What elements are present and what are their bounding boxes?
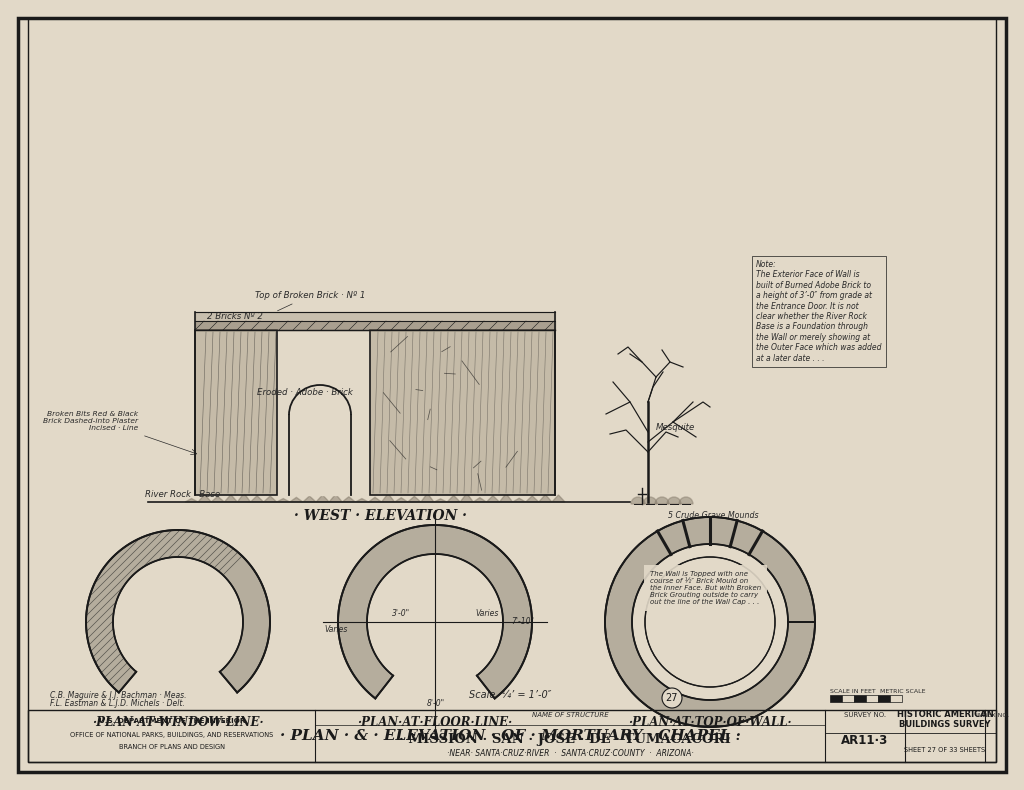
- Bar: [370, 330, 555, 495]
- Polygon shape: [290, 498, 303, 502]
- Polygon shape: [434, 498, 447, 502]
- Polygon shape: [238, 493, 251, 502]
- Polygon shape: [276, 498, 290, 502]
- Polygon shape: [195, 321, 555, 330]
- Wedge shape: [655, 497, 669, 504]
- Text: ·PLAN·AT·FLOOR·LINE·: ·PLAN·AT·FLOOR·LINE·: [357, 716, 513, 729]
- Text: BRANCH OF PLANS AND DESIGN: BRANCH OF PLANS AND DESIGN: [119, 744, 225, 750]
- Polygon shape: [421, 494, 434, 502]
- Polygon shape: [460, 493, 473, 502]
- Text: ·NEAR· SANTA·CRUZ·RIVER  ·  SANTA·CRUZ·COUNTY  ·  ARIZONA·: ·NEAR· SANTA·CRUZ·RIVER · SANTA·CRUZ·COU…: [446, 748, 693, 758]
- Polygon shape: [211, 496, 224, 502]
- Text: The Wall is Topped with one
course of ½″ Brick Mould on
the Inner Face. But with: The Wall is Topped with one course of ½″…: [650, 570, 761, 605]
- Polygon shape: [525, 496, 539, 502]
- Text: · WEST · ELEVATION ·: · WEST · ELEVATION ·: [294, 509, 467, 523]
- Polygon shape: [224, 495, 238, 502]
- Polygon shape: [500, 494, 513, 502]
- Polygon shape: [552, 495, 565, 502]
- Text: 3'-0": 3'-0": [392, 609, 410, 618]
- Text: 5 Crude Grave Mounds: 5 Crude Grave Mounds: [668, 511, 759, 520]
- Polygon shape: [355, 498, 369, 502]
- Text: · MISSION · SAN · JOSE · DE · TUMACACORI ·: · MISSION · SAN · JOSE · DE · TUMACACORI…: [399, 732, 740, 746]
- Text: · PLAN · & · ELEVATION · OF · MORTUARY · CHAPEL ·: · PLAN · & · ELEVATION · OF · MORTUARY ·…: [280, 729, 740, 743]
- Polygon shape: [195, 312, 555, 321]
- Text: AR11·3: AR11·3: [842, 734, 889, 747]
- Polygon shape: [447, 495, 460, 502]
- Text: ·PLAN·AT·TOP·OF·WALL·: ·PLAN·AT·TOP·OF·WALL·: [628, 716, 792, 729]
- Polygon shape: [263, 496, 276, 502]
- Wedge shape: [643, 497, 657, 504]
- Polygon shape: [539, 495, 552, 502]
- Wedge shape: [679, 497, 693, 504]
- Text: BUILDINGS SURVEY: BUILDINGS SURVEY: [899, 720, 991, 729]
- Polygon shape: [473, 498, 486, 502]
- Text: F.L. Eastman & L.J.D. Michels · Delt.: F.L. Eastman & L.J.D. Michels · Delt.: [50, 699, 184, 708]
- Polygon shape: [338, 525, 532, 698]
- Text: NAME OF STRUCTURE: NAME OF STRUCTURE: [531, 712, 608, 718]
- Text: INDEX NO.: INDEX NO.: [977, 713, 1010, 718]
- Text: 2 Bricks Nº 2: 2 Bricks Nº 2: [207, 312, 263, 321]
- Text: Broken Bits Red & Black
Brick Dashed-into Plaster
Incised · Line: Broken Bits Red & Black Brick Dashed-int…: [43, 411, 138, 431]
- Polygon shape: [605, 517, 815, 727]
- Bar: [842, 695, 854, 702]
- Polygon shape: [303, 496, 316, 502]
- Polygon shape: [198, 495, 211, 502]
- Polygon shape: [486, 495, 500, 502]
- Bar: [854, 695, 866, 702]
- Text: River Rock · Base: River Rock · Base: [145, 490, 220, 499]
- Polygon shape: [408, 496, 421, 502]
- Text: Varies: Varies: [475, 609, 499, 618]
- Text: SCALE IN FEET: SCALE IN FEET: [830, 689, 876, 694]
- Bar: [28, 710, 996, 762]
- Circle shape: [645, 557, 775, 687]
- Text: Note:
The Exterior Face of Wall is
built of Burned Adobe Brick to
a height of 3’: Note: The Exterior Face of Wall is built…: [756, 260, 882, 363]
- Polygon shape: [369, 497, 382, 502]
- Polygon shape: [342, 497, 355, 502]
- Text: 7'-10": 7'-10": [511, 617, 534, 626]
- Bar: [830, 695, 842, 702]
- Text: Eroded · Adobe · Brick: Eroded · Adobe · Brick: [257, 388, 353, 397]
- Text: HISTORIC AMERICAN: HISTORIC AMERICAN: [897, 710, 993, 719]
- Text: SURVEY NO.: SURVEY NO.: [844, 712, 886, 718]
- Text: OFFICE OF NATIONAL PARKS, BUILDINGS, AND RESERVATIONS: OFFICE OF NATIONAL PARKS, BUILDINGS, AND…: [71, 732, 273, 738]
- Polygon shape: [185, 498, 198, 502]
- Bar: [866, 695, 878, 702]
- Circle shape: [662, 688, 682, 708]
- Text: 27: 27: [666, 693, 678, 703]
- Bar: [195, 330, 278, 495]
- Text: METRIC SCALE: METRIC SCALE: [880, 689, 926, 694]
- Polygon shape: [382, 494, 394, 502]
- Text: Top of Broken Brick · Nº 1: Top of Broken Brick · Nº 1: [255, 291, 366, 310]
- Polygon shape: [394, 498, 408, 502]
- Text: SHEET 27 OF 33 SHEETS: SHEET 27 OF 33 SHEETS: [904, 747, 985, 753]
- Polygon shape: [251, 496, 263, 502]
- Bar: [890, 695, 902, 702]
- Text: 8'-0": 8'-0": [427, 699, 445, 708]
- Wedge shape: [631, 497, 645, 504]
- Text: C.B. Maguire & J.J. Bachman · Meas.: C.B. Maguire & J.J. Bachman · Meas.: [50, 691, 186, 700]
- Polygon shape: [316, 495, 329, 502]
- Text: Mesquite: Mesquite: [656, 423, 695, 432]
- Text: Varies: Varies: [325, 625, 348, 634]
- Polygon shape: [329, 495, 342, 502]
- Text: ·PLAN·AT·WINDOW·LINE·: ·PLAN·AT·WINDOW·LINE·: [92, 716, 264, 729]
- Wedge shape: [667, 497, 681, 504]
- Bar: [878, 695, 890, 702]
- Polygon shape: [289, 415, 351, 495]
- Polygon shape: [513, 498, 525, 502]
- Text: Scale  ¼’ = 1’-0″: Scale ¼’ = 1’-0″: [469, 690, 551, 700]
- Polygon shape: [86, 530, 270, 693]
- Text: U.S. DEPARTMENT OF THE INTERIOR: U.S. DEPARTMENT OF THE INTERIOR: [98, 718, 245, 724]
